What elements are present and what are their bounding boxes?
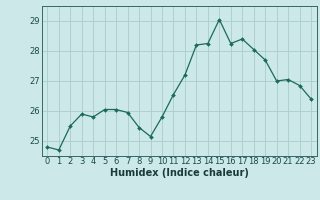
X-axis label: Humidex (Indice chaleur): Humidex (Indice chaleur) xyxy=(110,168,249,178)
